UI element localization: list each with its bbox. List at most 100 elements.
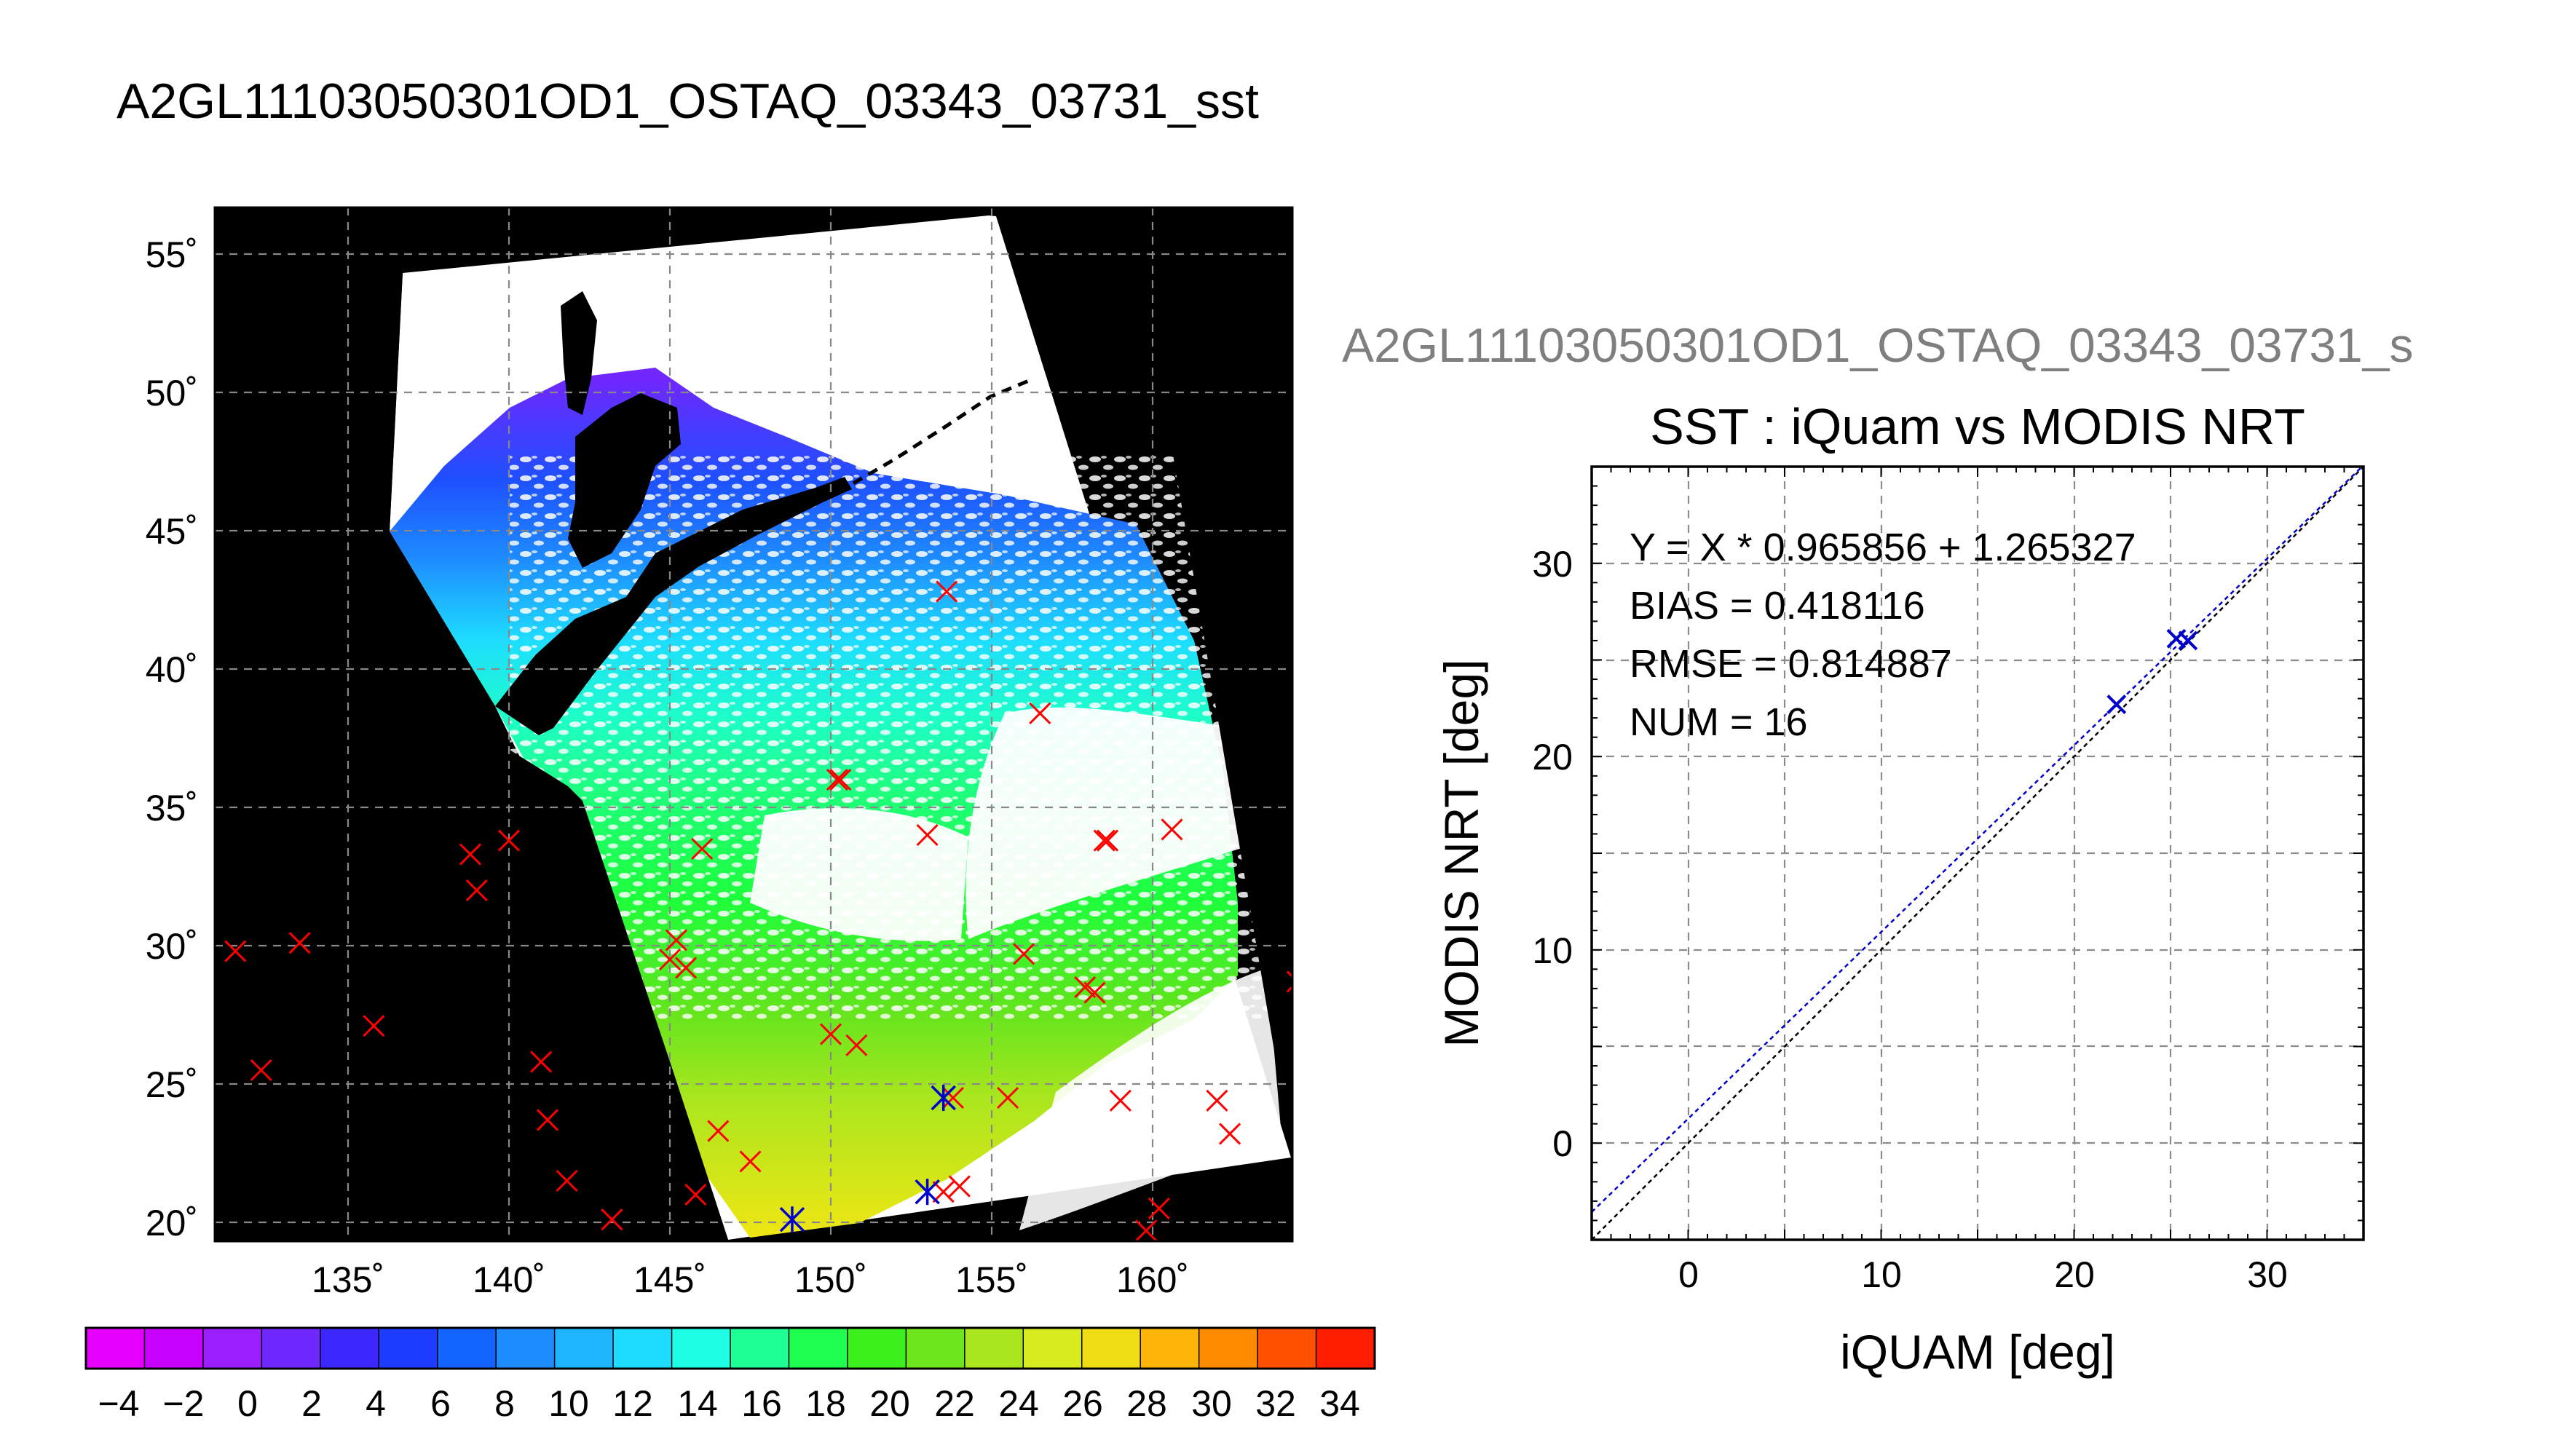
buoy-marker (691, 837, 714, 860)
scatter-plot: 0 10 20 30 0 10 20 30 iQUAM [deg] MODIS … (1434, 465, 2365, 1379)
colorbar-labels: −4 −2 0 2 4 6 8 10 12 14 16 18 20 22 24 … (98, 1383, 1359, 1424)
y-tick-label: 20 (1532, 737, 1573, 778)
lat-tick-label: 35˚ (146, 788, 198, 828)
scatter-point (2178, 630, 2198, 651)
buoy-marker (1083, 981, 1106, 1004)
map-frame (213, 206, 1294, 1243)
colorbar-swatches (86, 1328, 1375, 1369)
buoy-marker (224, 940, 247, 962)
regression-stats: Y = X * 0.965856 + 1.265327 BIAS = 0.418… (1630, 526, 2136, 744)
scatter-point (2106, 695, 2127, 714)
colorbar-swatch (1316, 1328, 1375, 1369)
colorbar-swatch (261, 1328, 321, 1369)
buoy-marker (675, 957, 698, 979)
buoy-marker (1029, 702, 1051, 724)
buoy-marker (932, 1181, 955, 1203)
buoy-marker (739, 1150, 762, 1173)
buoy-marker (601, 1208, 623, 1231)
scatter-y-ticks: 0 10 20 30 (1532, 544, 1573, 1164)
land-sakhalin (561, 291, 597, 415)
buoy-marker (1219, 1123, 1241, 1145)
colorbar-swatch (144, 1328, 204, 1369)
scatter-marks (1592, 467, 2364, 1240)
colorbar-swatch (1257, 1328, 1317, 1369)
buoy-marker (948, 1175, 971, 1198)
colorbar-tick-label: 18 (805, 1383, 846, 1424)
buoy-marker (1074, 976, 1097, 999)
colorbar-swatch (613, 1328, 673, 1369)
matchup-marker (931, 1085, 956, 1111)
lon-tick-label: 160˚ (1116, 1259, 1189, 1300)
buoy-marker (497, 829, 521, 852)
buoy-marker (845, 1034, 868, 1056)
lat-tick-label: 50˚ (146, 373, 198, 414)
colorbar-swatch (1198, 1328, 1258, 1369)
colorbar-tick-label: −4 (98, 1383, 139, 1424)
buoy-marker (1148, 1197, 1170, 1220)
colorbar-frame (84, 1326, 1376, 1370)
land-asia (215, 207, 728, 1241)
buoy-marker (707, 1120, 730, 1142)
regression-line (1592, 467, 2364, 1213)
y-tick-label: 30 (1532, 544, 1573, 585)
colorbar-tick-label: 26 (1062, 1383, 1103, 1424)
bias-value: BIAS = 0.418116 (1630, 584, 1925, 628)
x-tick-label: 30 (2247, 1254, 2288, 1295)
colorbar-tick-label: 4 (366, 1383, 386, 1424)
scatter-title: SST : iQuam vs MODIS NRT (1650, 398, 2305, 455)
lat-tick-label: 30˚ (146, 926, 198, 967)
num-value: NUM = 16 (1630, 700, 1808, 744)
colorbar-tick-label: 24 (998, 1383, 1039, 1424)
regression-equation: Y = X * 0.965856 + 1.265327 (1630, 526, 2136, 569)
rmse-value: RMSE = 0.814887 (1630, 642, 1952, 686)
sst-map: 55˚ 50˚ 45˚ 40˚ 35˚ 30˚ 25˚ 20˚ 135˚ 140… (146, 206, 1294, 1300)
colorbar-swatch (847, 1328, 907, 1369)
buoy-marker (941, 1086, 965, 1109)
colorbar-swatch (437, 1328, 497, 1369)
buoy-marker (1161, 818, 1183, 841)
land-japan (495, 477, 852, 735)
colorbar: −4 −2 0 2 4 6 8 10 12 14 16 18 20 22 24 … (84, 1326, 1376, 1424)
buoy-marker (459, 843, 482, 866)
kuril-islands (706, 376, 1035, 541)
buoy-marker (658, 948, 682, 971)
colorbar-tick-label: 16 (741, 1383, 782, 1424)
lon-tick-label: 135˚ (312, 1259, 384, 1300)
colorbar-tick-label: 30 (1191, 1383, 1232, 1424)
identity-line (1592, 467, 2364, 1240)
scatter-x-ticks: 0 10 20 30 (1678, 1254, 2288, 1295)
buoy-marker (1286, 970, 1292, 993)
buoy-marker (1109, 1089, 1132, 1112)
buoy-marker (665, 929, 687, 951)
colorbar-swatch (671, 1328, 731, 1369)
colorbar-swatch (554, 1328, 614, 1369)
colorbar-tick-label: 20 (869, 1383, 910, 1424)
map-gridlines (215, 207, 1292, 1241)
buoy-marker (250, 1059, 272, 1082)
scatter-y-label: MODIS NRT [deg] (1434, 659, 1488, 1047)
colorbar-swatch (496, 1328, 556, 1369)
buoy-marker (826, 768, 848, 791)
buoy-marker (829, 768, 852, 791)
buoy-marker (936, 580, 958, 603)
lon-tick-label: 140˚ (473, 1259, 545, 1300)
lon-axis: 135˚ 140˚ 145˚ 150˚ 155˚ 160˚ (312, 1259, 1189, 1300)
colorbar-swatch (86, 1328, 145, 1369)
buoy-marker (363, 1015, 385, 1037)
buoy-marker (465, 879, 488, 902)
buoy-marker (1093, 829, 1115, 852)
scatter-minor-ticks (1591, 466, 2364, 1241)
buoy-marker (819, 1023, 842, 1045)
buoy-marker (556, 1169, 578, 1192)
buoy-marker (536, 1109, 559, 1131)
colorbar-tick-label: 12 (612, 1383, 653, 1424)
matchup-marker (915, 1179, 940, 1206)
land-hokkaido (568, 393, 681, 568)
buoy-marker (530, 1051, 553, 1073)
colorbar-swatch (1023, 1328, 1083, 1369)
lat-tick-label: 20˚ (146, 1203, 198, 1243)
scatter-x-label: iQUAM [deg] (1840, 1325, 2115, 1379)
buoy-marker (1135, 1219, 1158, 1241)
colorbar-swatch (906, 1328, 965, 1369)
colorbar-tick-label: 8 (494, 1383, 515, 1424)
